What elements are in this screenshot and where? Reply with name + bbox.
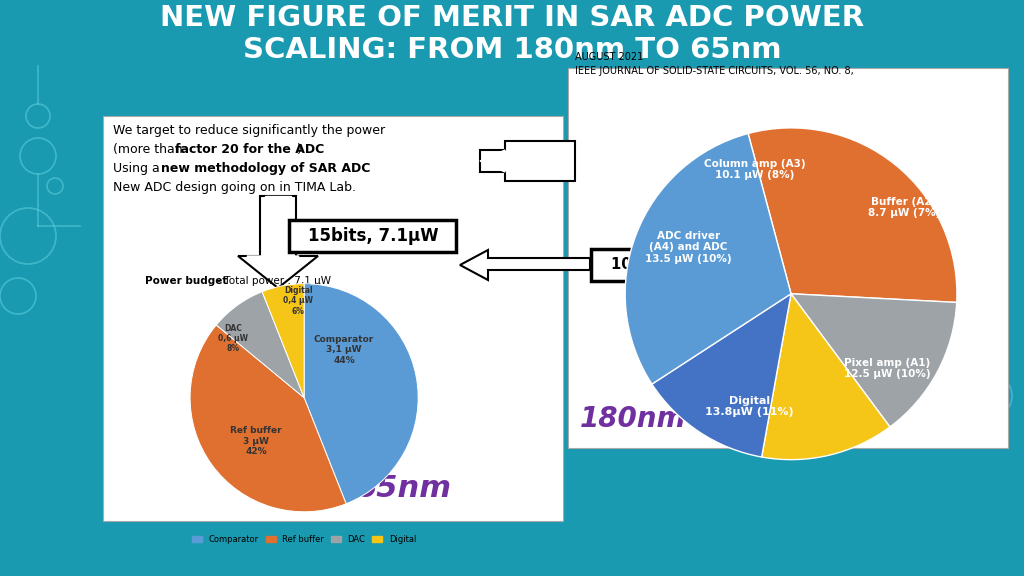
Text: We target to reduce significantly the power: We target to reduce significantly the po… bbox=[113, 124, 385, 137]
Wedge shape bbox=[262, 284, 304, 398]
Text: ADC driver
(A4) and ADC
13.5 μW (10%): ADC driver (A4) and ADC 13.5 μW (10%) bbox=[645, 231, 731, 264]
Text: 65nm: 65nm bbox=[355, 474, 451, 503]
Text: Digital
13.8μW (11%): Digital 13.8μW (11%) bbox=[706, 396, 794, 418]
Text: SCALING: FROM 180nm TO 65nm: SCALING: FROM 180nm TO 65nm bbox=[243, 36, 781, 64]
Text: ): ) bbox=[297, 143, 302, 156]
FancyBboxPatch shape bbox=[103, 116, 563, 521]
Text: Power budget: Power budget bbox=[145, 276, 227, 286]
Wedge shape bbox=[749, 128, 956, 302]
Text: (more than: (more than bbox=[113, 143, 186, 156]
Text: NEW FIGURE OF MERIT IN SAR ADC POWER: NEW FIGURE OF MERIT IN SAR ADC POWER bbox=[160, 4, 864, 32]
Polygon shape bbox=[480, 141, 575, 181]
Text: Pixel amp (A1)
12.5 μW (10%): Pixel amp (A1) 12.5 μW (10%) bbox=[844, 358, 931, 379]
Text: - Total power : 7,1 μW: - Total power : 7,1 μW bbox=[214, 276, 331, 286]
Polygon shape bbox=[480, 150, 505, 172]
Text: Comparator
3,1 μW
44%: Comparator 3,1 μW 44% bbox=[314, 335, 374, 365]
Text: DAC
0,6 μW
8%: DAC 0,6 μW 8% bbox=[218, 324, 249, 353]
Text: Using a: Using a bbox=[113, 162, 164, 175]
Text: Column amp (A3)
10.1 μW (8%): Column amp (A3) 10.1 μW (8%) bbox=[703, 158, 805, 180]
Text: 15bits, 7.1μW: 15bits, 7.1μW bbox=[307, 227, 438, 245]
Bar bbox=[265, 196, 291, 256]
Bar bbox=[505, 154, 570, 168]
FancyBboxPatch shape bbox=[289, 220, 456, 252]
Wedge shape bbox=[626, 134, 791, 384]
Text: Buffer (A2)
8.7 μW (7%): Buffer (A2) 8.7 μW (7%) bbox=[867, 196, 940, 218]
Polygon shape bbox=[247, 256, 299, 281]
Wedge shape bbox=[762, 294, 890, 460]
Wedge shape bbox=[791, 294, 956, 427]
Polygon shape bbox=[238, 196, 318, 288]
Text: AUGUST 2021: AUGUST 2021 bbox=[575, 52, 643, 62]
Text: 180nm: 180nm bbox=[580, 405, 686, 433]
FancyBboxPatch shape bbox=[591, 249, 785, 281]
FancyBboxPatch shape bbox=[568, 68, 1008, 448]
Polygon shape bbox=[460, 250, 590, 280]
Wedge shape bbox=[190, 325, 346, 511]
Text: New ADC design going on in TIMA Lab.: New ADC design going on in TIMA Lab. bbox=[113, 181, 356, 194]
Text: factor 20 for the ADC: factor 20 for the ADC bbox=[175, 143, 325, 156]
Text: Ref buffer
3 μW
42%: Ref buffer 3 μW 42% bbox=[230, 426, 282, 456]
Legend: Comparator, Ref buffer, DAC, Digital: Comparator, Ref buffer, DAC, Digital bbox=[188, 532, 420, 548]
Text: Digital
0,4 μW
6%: Digital 0,4 μW 6% bbox=[284, 286, 313, 316]
Wedge shape bbox=[216, 291, 304, 398]
Text: new methodology of SAR ADC: new methodology of SAR ADC bbox=[161, 162, 371, 175]
Text: IEEE JOURNAL OF SOLID-STATE CIRCUITS, VOL. 56, NO. 8,: IEEE JOURNAL OF SOLID-STATE CIRCUITS, VO… bbox=[575, 66, 854, 76]
Wedge shape bbox=[304, 284, 418, 504]
Text: 10bits; @11.6KSps: 10bits; @11.6KSps bbox=[610, 257, 765, 272]
Wedge shape bbox=[652, 294, 791, 457]
